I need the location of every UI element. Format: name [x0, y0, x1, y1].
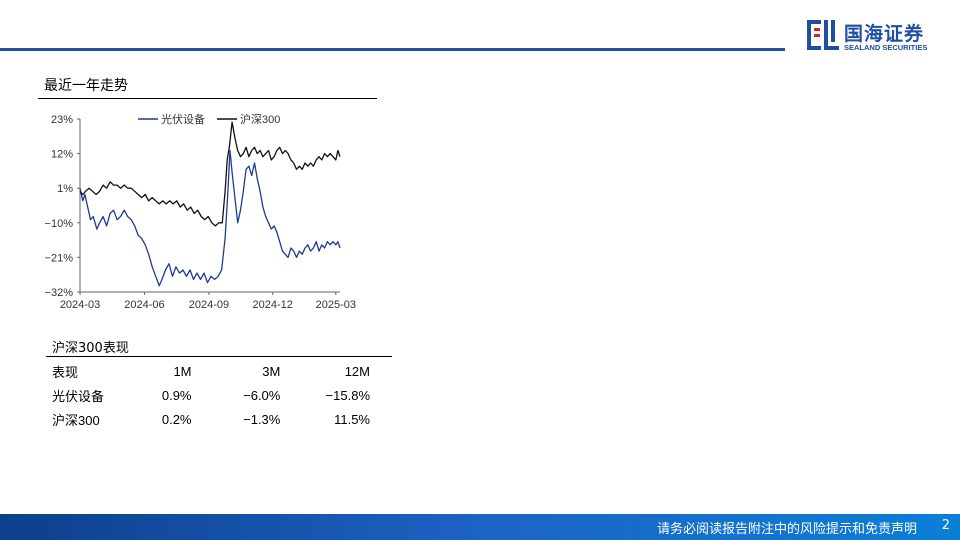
legend-label: 光伏设备: [161, 112, 205, 126]
company-logo: 国海证券 SEALAND SECURITIES: [806, 18, 946, 54]
x-tick-label: 2024-09: [189, 299, 229, 311]
series-line-2: [79, 121, 341, 227]
table-cell: 0.9%: [161, 387, 192, 403]
table-title: 沪深300表现: [52, 341, 129, 356]
row-label: 光伏设备: [52, 388, 105, 404]
trend-line-chart: 23% 12% 1% −10% −21% −32%2024-03 2024-06 2024-0…: [45, 112, 356, 311]
x-tick-label: 2024-03: [60, 299, 100, 311]
header-cell: 3M: [262, 363, 281, 379]
sealand-logo-icon: [807, 20, 839, 50]
footer-bar: 请务必阅读报告附注中的风险提示和免责声明 2: [0, 514, 960, 540]
table-cell: −1.3%: [243, 411, 281, 427]
logo-text-en: SEALAND SECURITIES: [844, 43, 928, 52]
y-tick-label: 12%: [51, 149, 73, 161]
table-row: 沪深300 0.2% −1.3% 11.5%: [46, 407, 392, 431]
table-cell: 0.2%: [161, 411, 192, 427]
y-tick-label: −21%: [45, 252, 74, 264]
header-cell: 表现: [52, 364, 79, 380]
y-tick-label: 1%: [57, 183, 73, 195]
table-row: 光伏设备 0.9% −6.0% −15.8%: [46, 383, 392, 407]
page-number: 2: [941, 518, 950, 533]
table-cell: −15.8%: [325, 387, 370, 403]
row-label: 沪深300: [52, 412, 100, 428]
header-cell: 1M: [173, 363, 192, 379]
chart-title-rule: [38, 98, 377, 99]
logo-text-cn: 国海证券: [844, 23, 925, 45]
x-tick-label: 2024-12: [253, 299, 293, 311]
header-cell: 12M: [344, 363, 370, 379]
performance-table: 表现 1M 3M 12M 光伏设备 0.9% −6.0% −15.8% 沪深30…: [46, 359, 392, 431]
y-tick-label: −32%: [45, 287, 74, 299]
header-rule: [0, 48, 785, 51]
footer-disclaimer: 请务必阅读报告附注中的风险提示和免责声明: [656, 522, 917, 537]
series-line-1: [79, 149, 341, 287]
x-tick-label: 2024-06: [124, 299, 164, 311]
x-tick-label: 2025-03: [316, 299, 356, 311]
chart-section-title: 最近一年走势: [44, 78, 128, 94]
table-header-row: 表现 1M 3M 12M: [46, 359, 392, 383]
table-cell: −6.0%: [243, 387, 281, 403]
legend-label: 沪深300: [240, 112, 280, 126]
y-tick-label: −10%: [45, 218, 74, 230]
table-title-rule: [46, 356, 392, 357]
y-tick-label: 23%: [51, 114, 73, 126]
table-cell: 11.5%: [334, 411, 370, 427]
